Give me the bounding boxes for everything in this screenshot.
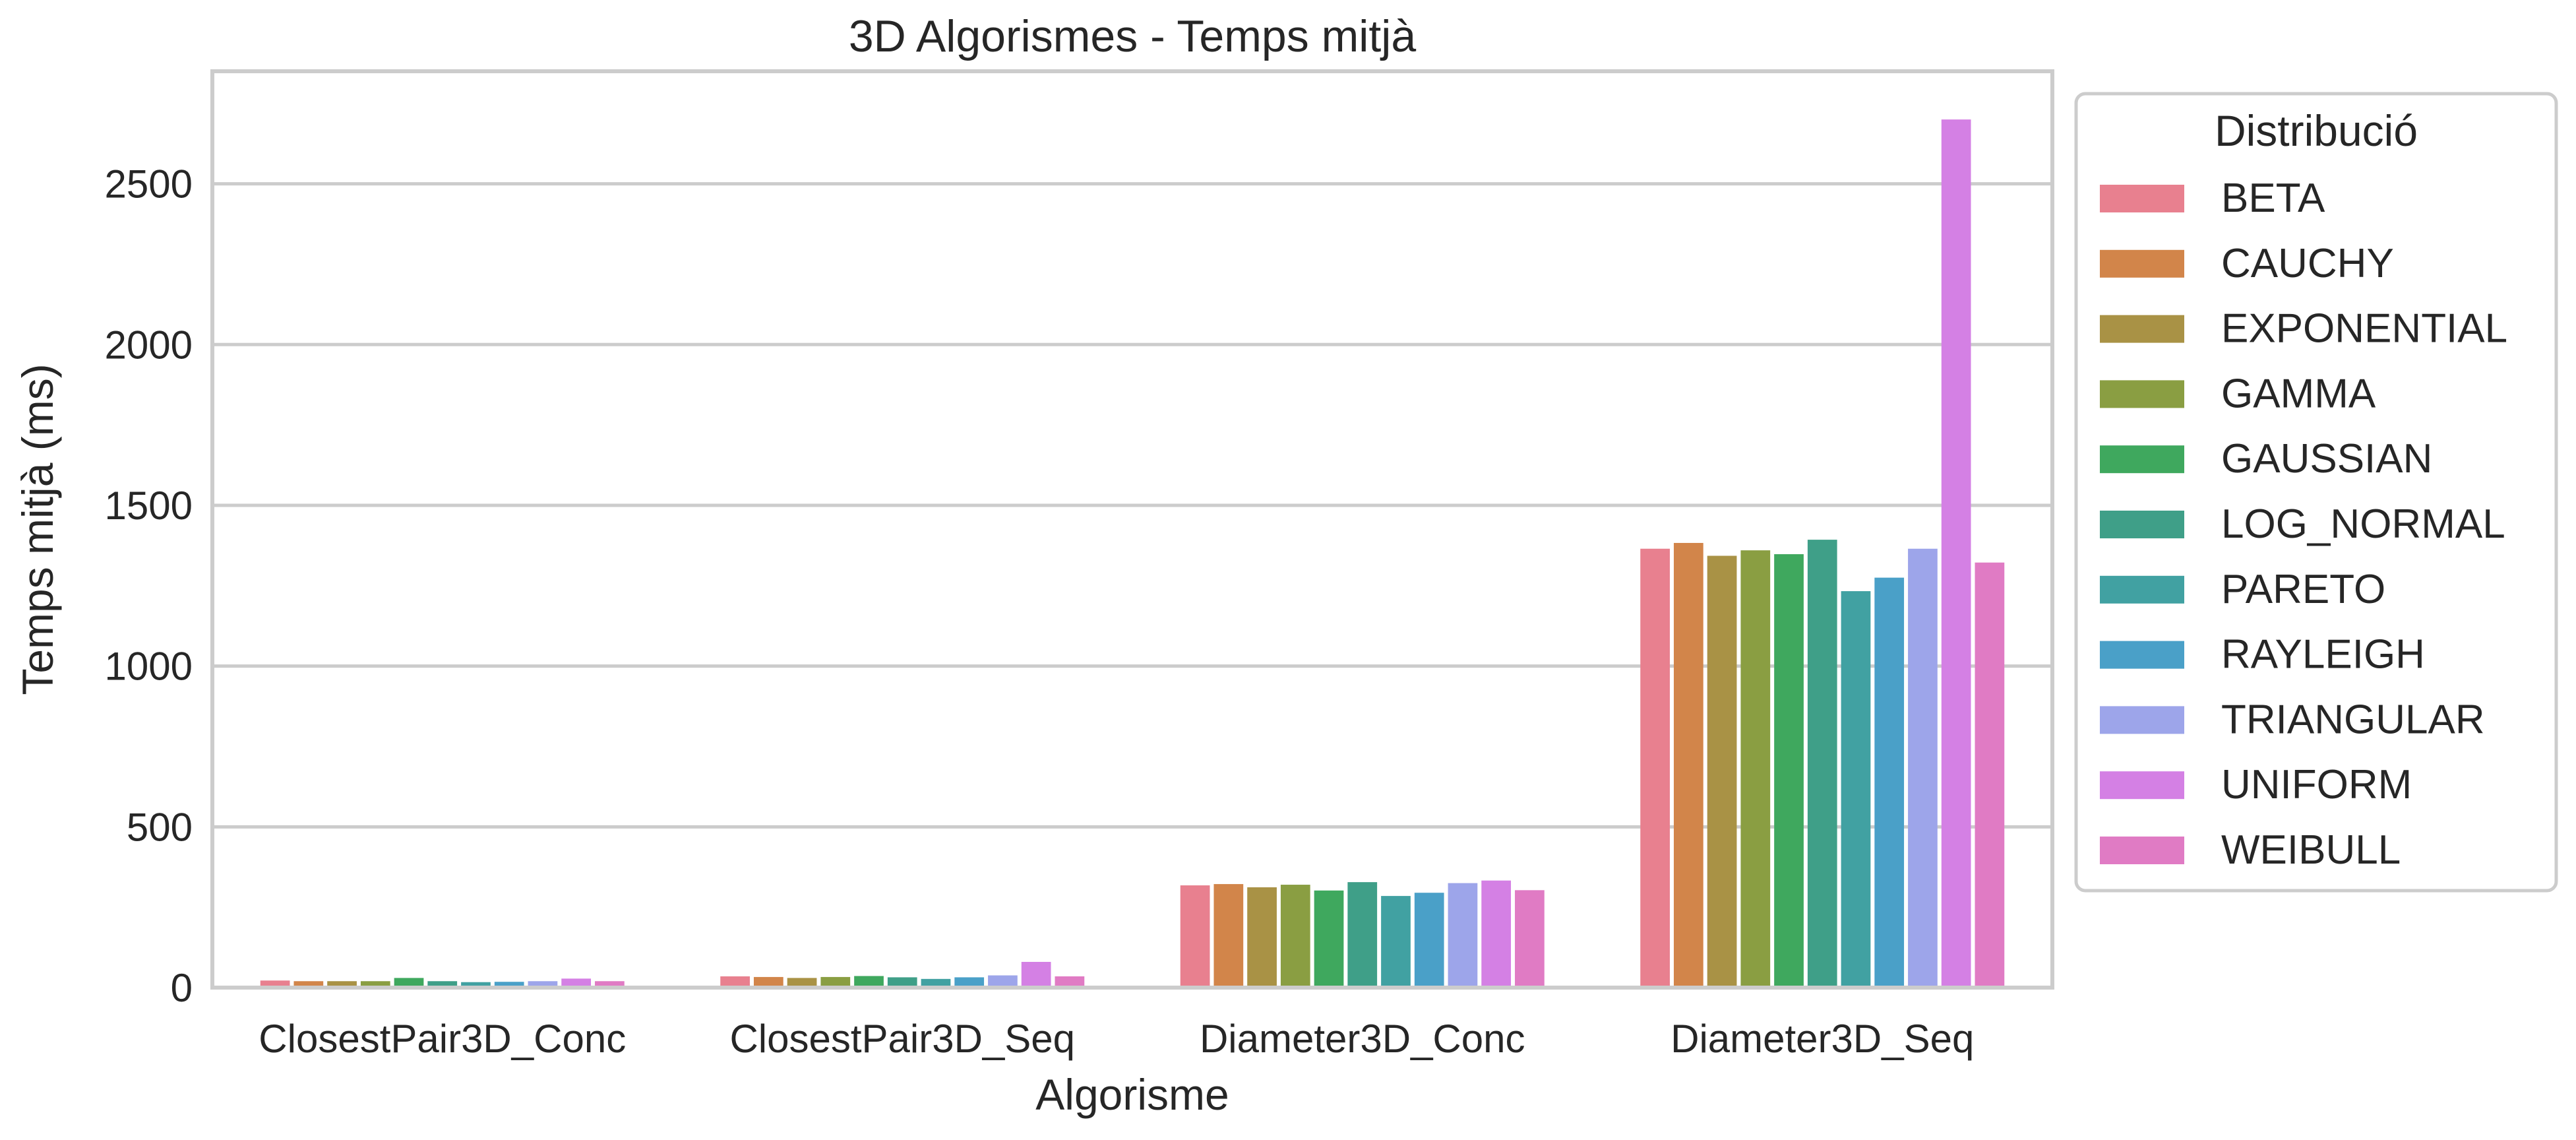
bar-weibull-2 [1515,890,1545,988]
bar-gamma-0 [360,981,390,988]
legend-label: GAMMA [2221,371,2376,416]
y-tick-label: 1000 [105,645,193,689]
legend-swatch-beta [2100,185,2184,212]
bar-exponential-1 [787,978,817,988]
legend: Distribució BETA CAUCHY EXPONENTIAL GAMMA GA… [2074,92,2558,893]
bar-log-normal-0 [427,981,458,988]
x-tick-labels: ClosestPair3D_Conc ClosestPair3D_Seq Diame… [259,1017,1974,1061]
y-tick-label: 0 [171,966,193,1010]
y-tick-label: 2000 [105,323,193,367]
legend-label: EXPONENTIAL [2221,306,2507,352]
bar-uniform-3 [1941,119,1971,988]
bar-rayleigh-1 [954,977,985,988]
x-tick-label: ClosestPair3D_Seq [729,1017,1075,1061]
legend-swatch-cauchy [2100,249,2184,278]
bar-uniform-1 [1021,962,1051,988]
bar-uniform-2 [1481,880,1512,988]
legend-label: TRIANGULAR [2221,697,2485,742]
bar-cauchy-0 [293,981,324,988]
bar-gamma-2 [1280,885,1310,988]
legend-box [2074,92,2558,893]
legend-swatch-gamma [2100,380,2184,408]
legend-label: RAYLEIGH [2221,632,2425,678]
legend-label: PARETO [2221,567,2385,612]
y-tick-labels: 0 500 1000 1500 2000 2500 [105,162,193,1010]
legend-label: CAUCHY [2221,241,2394,286]
legend-title: Distribució [2215,106,2418,155]
bar-log-normal-2 [1347,882,1378,988]
legend-swatch-triangular [2100,706,2184,734]
bar-beta-3 [1640,548,1670,988]
x-tick-label: ClosestPair3D_Conc [259,1017,626,1061]
bar-weibull-3 [1975,562,2005,988]
bar-rayleigh-3 [1874,577,1905,988]
bar-triangular-3 [1908,548,1938,988]
bar-gaussian-3 [1774,554,1804,988]
legend-swatch-uniform [2100,771,2184,800]
bar-pareto-3 [1841,591,1871,988]
legend-swatch-weibull [2100,837,2184,864]
legend-label: LOG_NORMAL [2221,501,2505,547]
bar-weibull-0 [595,981,625,988]
bar-gaussian-1 [854,976,884,988]
bar-pareto-1 [921,978,951,988]
legend-swatch-rayleigh [2100,641,2184,669]
bar-rayleigh-0 [494,982,524,988]
legend-swatch-log-normal [2100,511,2184,538]
bar-triangular-2 [1448,883,1478,988]
bar-log-normal-1 [887,977,917,988]
plot-frame [210,69,2054,990]
x-tick-label: Diameter3D_Seq [1671,1017,1974,1061]
bar-beta-2 [1180,885,1210,988]
legend-swatch-exponential [2100,315,2184,343]
bar-log-normal-3 [1807,540,1837,988]
legend-label: WEIBULL [2221,827,2401,873]
bar-exponential-2 [1247,887,1277,988]
bar-rayleigh-2 [1414,893,1444,988]
legend-label: UNIFORM [2221,762,2412,808]
y-tick-label: 1500 [105,484,193,528]
chart-title: 3D Algorismes - Temps mitjà [849,11,1417,61]
legend-swatch-pareto [2100,575,2184,604]
legend-items: BETA CAUCHY EXPONENTIAL GAMMA GAUSSIAN LOG_NO… [2100,175,2507,873]
y-tick-label: 2500 [105,162,193,206]
bar-triangular-0 [528,981,558,988]
bar-triangular-1 [988,975,1018,988]
bar-beta-0 [260,980,290,988]
bar-gamma-3 [1740,550,1771,988]
bar-gaussian-0 [394,978,424,988]
bar-uniform-0 [561,978,592,988]
bars [260,119,2005,988]
x-axis-label: Algorisme [1035,1070,1229,1119]
legend-label: GAUSSIAN [2221,436,2432,482]
bar-exponential-0 [327,981,357,988]
x-tick-label: Diameter3D_Conc [1200,1017,1525,1061]
legend-swatch-gaussian [2100,445,2184,474]
bar-cauchy-1 [753,976,783,988]
legend-label: BETA [2221,175,2325,221]
bar-pareto-2 [1381,896,1411,988]
bar-beta-1 [720,976,750,988]
bar-pareto-0 [461,982,491,988]
bar-weibull-1 [1055,976,1085,988]
y-axis-label: Temps mitjà (ms) [13,364,62,695]
bar-gaussian-2 [1314,890,1344,988]
bar-cauchy-2 [1213,884,1244,988]
bar-gamma-1 [820,976,851,988]
bar-exponential-3 [1707,555,1737,988]
y-tick-label: 500 [127,805,193,849]
bar-cauchy-3 [1673,542,1703,988]
